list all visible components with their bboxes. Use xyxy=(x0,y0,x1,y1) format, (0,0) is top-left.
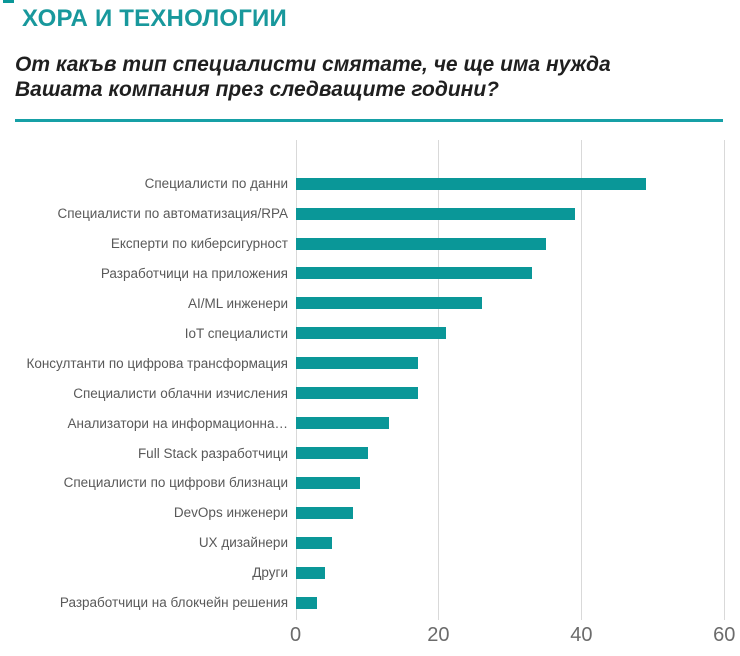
chart-row: Анализатори на информационна… xyxy=(0,408,740,438)
chart-question-line-1: От какъв тип специалисти смятате, че ще … xyxy=(15,53,611,76)
bar-3 xyxy=(296,596,318,609)
chart-row: Full Stack разработчици xyxy=(0,438,740,468)
category-label: Експерти по киберсигурност xyxy=(110,236,288,251)
x-tick-label-40: 40 xyxy=(570,624,593,646)
chart-row: Специалисти по данни xyxy=(0,169,740,199)
bar-13 xyxy=(296,417,389,429)
chart-row: Разработчици на приложения xyxy=(0,258,740,288)
chart-row: DevOps инженери xyxy=(0,498,740,528)
chart-row: Консултанти по цифрова трансформация xyxy=(0,348,740,378)
category-label: AI/ML инженери xyxy=(187,295,288,311)
category-label: Специалисти облачни изчисления xyxy=(73,385,288,401)
bar-10 xyxy=(296,447,368,459)
chart-row: Специалисти облачни изчисления xyxy=(0,378,740,408)
chart-question: От какъв тип специалисти смятате, че ще … xyxy=(15,52,725,102)
chart-row: Експерти по киберсигурност xyxy=(0,229,740,259)
x-tick-label-60: 60 xyxy=(713,624,736,646)
category-label: Други xyxy=(252,565,288,581)
page-title: ХОРА И ТЕХНОЛОГИИ xyxy=(22,5,287,32)
category-label: Full Stack разработчици xyxy=(137,445,288,461)
bar-39 xyxy=(296,207,575,220)
chart-row: UX дизайнери xyxy=(0,528,740,558)
category-label: Специалисти по автоматизация/RPA xyxy=(57,206,289,221)
chart-row: Специалисти по цифрови близнаци xyxy=(0,468,740,498)
bar-5 xyxy=(296,536,332,549)
bar-4 xyxy=(296,566,325,579)
chart-question-line-2: Вашата компания през следващите години? xyxy=(15,78,499,101)
category-label: Анализатори на информационна… xyxy=(67,415,288,431)
chart-row: Специалисти по автоматизация/RPA xyxy=(0,199,740,229)
category-label: Консултанти по цифрова трансформация xyxy=(26,355,288,371)
x-tick-label-0: 0 xyxy=(289,624,302,646)
bar-8 xyxy=(296,506,354,519)
category-label: Специалисти по цифрови близнаци xyxy=(63,475,288,491)
bar-21 xyxy=(296,327,447,340)
category-label: UX дизайнери xyxy=(198,535,288,551)
category-label: Специалисти по данни xyxy=(144,176,288,192)
corner-accent-mark xyxy=(3,0,14,3)
bar-33 xyxy=(296,267,532,280)
bar-17 xyxy=(296,357,418,370)
gridline-x-40 xyxy=(581,140,583,620)
chart-row: Разработчици на блокчейн решения xyxy=(0,588,740,618)
category-label: Разработчици на приложения xyxy=(100,265,288,281)
bar-9 xyxy=(296,476,361,489)
gridline-x-60 xyxy=(724,140,726,620)
separator-line xyxy=(15,119,723,122)
chart-row: Други xyxy=(0,558,740,588)
bar-26 xyxy=(296,297,482,310)
gridline-x-0 xyxy=(295,140,297,620)
bar-49 xyxy=(296,177,647,190)
category-label: IoT специалисти xyxy=(184,325,288,341)
chart-row: AI/ML инженери xyxy=(0,288,740,318)
gridline-x-20 xyxy=(438,140,440,620)
bar-35 xyxy=(296,237,547,250)
category-label: Разработчици на блокчейн решения xyxy=(59,595,288,611)
category-label: DevOps инженери xyxy=(173,505,288,521)
chart-row: IoT специалисти xyxy=(0,318,740,348)
bar-17 xyxy=(296,387,418,400)
x-tick-label-20: 20 xyxy=(427,624,450,646)
